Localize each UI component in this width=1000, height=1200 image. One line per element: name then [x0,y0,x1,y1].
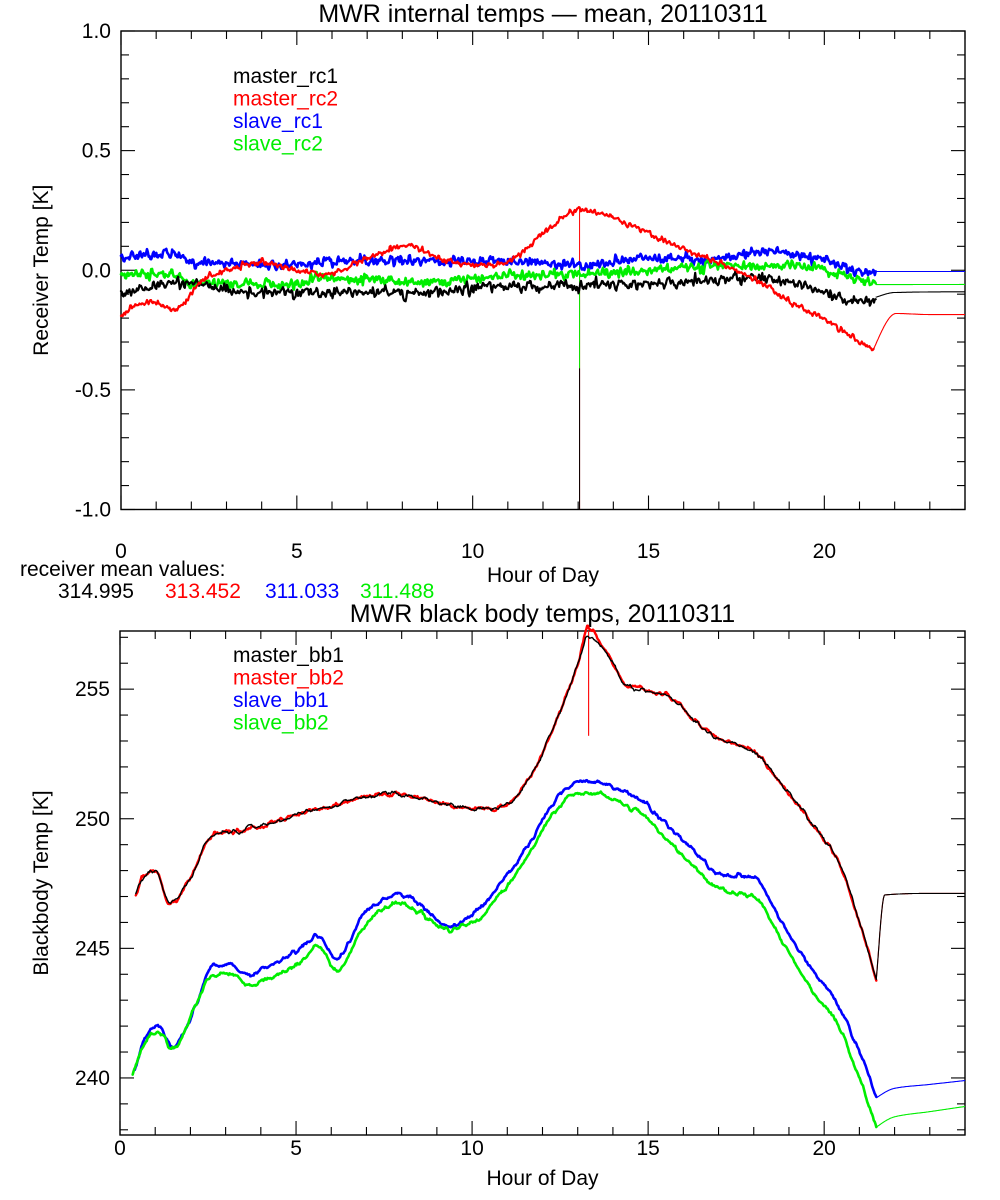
svg-text:255: 255 [75,678,110,701]
svg-text:Receiver Temp [K]: Receiver Temp [K] [30,185,53,356]
svg-text:master_rc1: master_rc1 [233,65,338,88]
svg-text:311.033: 311.033 [265,580,339,603]
svg-text:-1.0: -1.0 [75,499,111,522]
svg-text:10: 10 [461,540,484,563]
svg-text:5: 5 [291,540,303,563]
svg-text:5: 5 [290,1137,302,1160]
svg-text:slave_rc2: slave_rc2 [233,133,323,156]
svg-text:240: 240 [75,1067,110,1090]
svg-text:slave_rc1: slave_rc1 [233,110,323,133]
svg-text:MWR black body temps, 20110311: MWR black body temps, 20110311 [350,600,735,628]
svg-text:master_bb1: master_bb1 [233,644,344,667]
svg-text:slave_bb2: slave_bb2 [233,712,329,735]
svg-text:Hour of Day: Hour of Day [486,1167,599,1190]
svg-text:0: 0 [114,1137,126,1160]
svg-text:314.995: 314.995 [58,580,134,603]
svg-text:0.0: 0.0 [82,259,111,282]
svg-text:20: 20 [813,540,836,563]
svg-text:250: 250 [75,808,110,831]
svg-text:0.5: 0.5 [82,140,111,163]
svg-text:master_bb2: master_bb2 [233,667,344,690]
svg-text:245: 245 [75,937,110,960]
svg-text:MWR internal temps — mean, 201: MWR internal temps — mean, 20110311 [318,0,767,28]
svg-text:Hour of Day: Hour of Day [487,564,600,587]
svg-text:receiver mean values:: receiver mean values: [20,558,225,581]
svg-text:slave_bb1: slave_bb1 [233,689,329,712]
svg-text:master_rc2: master_rc2 [233,88,338,111]
svg-text:15: 15 [636,1137,659,1160]
svg-text:Blackbody Temp [K]: Blackbody Temp [K] [30,790,53,975]
svg-text:313.452: 313.452 [165,580,241,603]
svg-text:15: 15 [637,540,660,563]
svg-text:-0.5: -0.5 [75,379,111,402]
svg-text:1.0: 1.0 [82,20,111,43]
svg-text:20: 20 [812,1137,835,1160]
svg-text:10: 10 [460,1137,483,1160]
